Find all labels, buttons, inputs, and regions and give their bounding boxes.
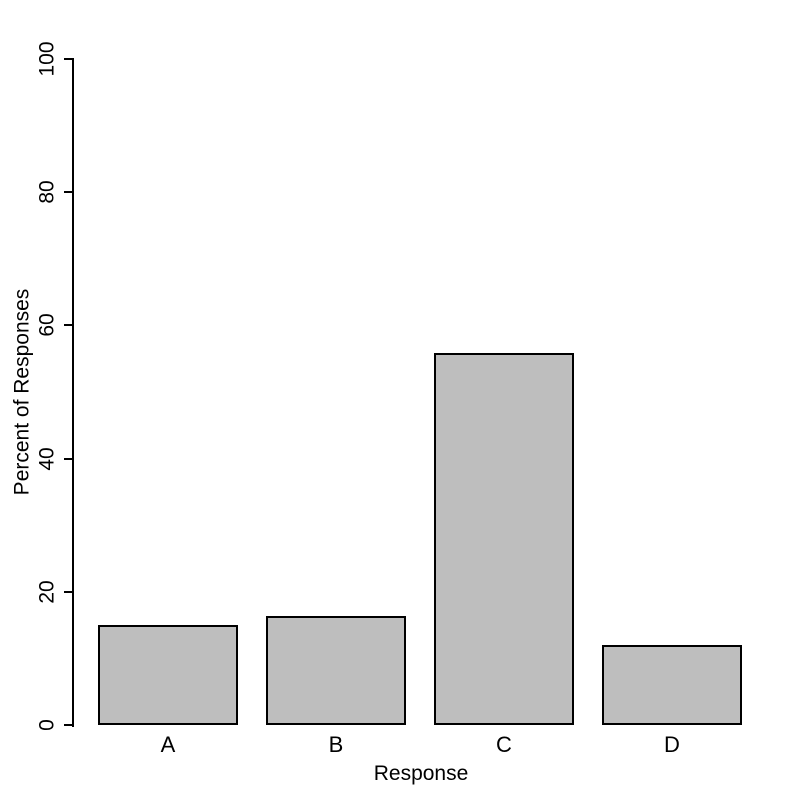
y-tick-label: 100: [35, 41, 59, 77]
x-axis-title: Response: [373, 762, 469, 785]
y-tick-label: 80: [35, 180, 59, 204]
y-tick-label: 40: [35, 446, 59, 471]
y-tick-mark: [64, 191, 72, 194]
x-category-label-B: B: [328, 732, 344, 757]
y-tick-label: 60: [35, 313, 59, 338]
bar-A: [98, 625, 238, 725]
x-category-label-D: D: [664, 732, 680, 757]
y-axis-title: Percent of Responses: [10, 288, 34, 496]
y-tick-mark: [64, 58, 72, 60]
bar-B: [266, 615, 406, 725]
y-tick-mark: [64, 724, 72, 726]
x-category-label-C: C: [496, 732, 512, 757]
y-tick-mark: [64, 590, 72, 593]
bar-D: [602, 645, 742, 725]
y-tick-label: 20: [35, 580, 59, 604]
y-axis-line: [72, 58, 74, 727]
x-category-label-A: A: [160, 732, 176, 757]
y-tick-label: 0: [35, 719, 59, 731]
y-tick-mark: [64, 324, 72, 327]
bar-C: [434, 353, 574, 725]
y-tick-mark: [64, 457, 72, 460]
